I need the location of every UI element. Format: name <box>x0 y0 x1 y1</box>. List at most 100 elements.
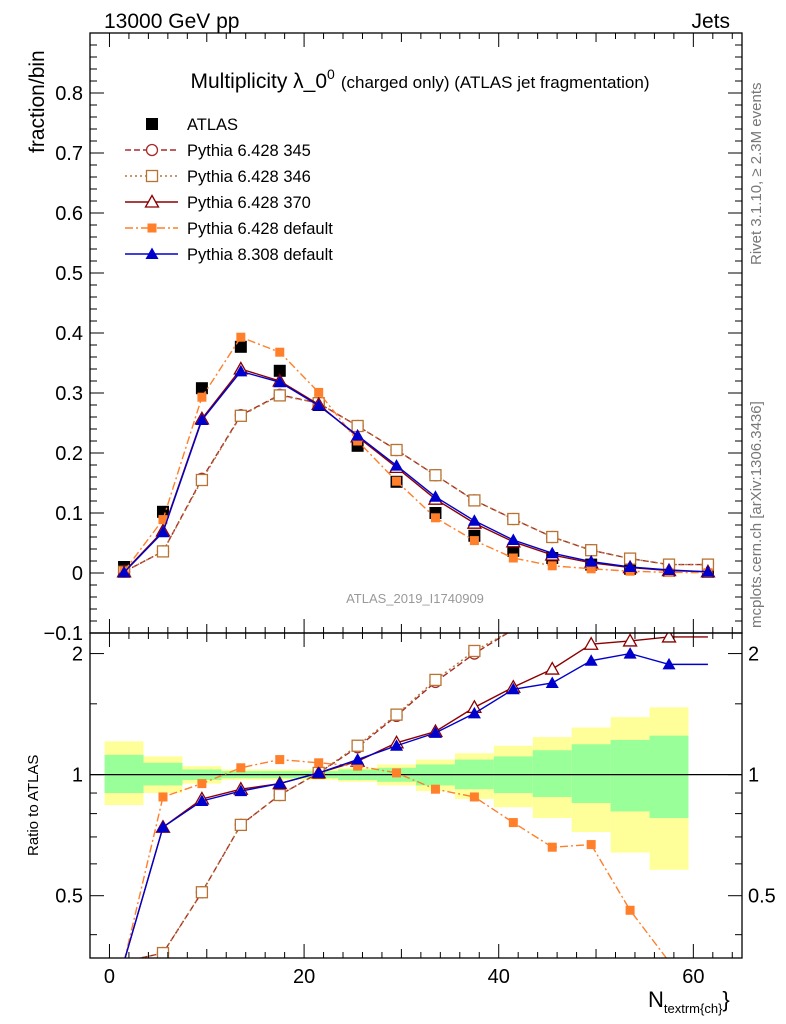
series-point <box>312 399 326 411</box>
data-point-atlas <box>195 382 208 395</box>
series-line <box>123 394 708 573</box>
y-tick-label: 0.2 <box>55 443 83 465</box>
chart-title-sup: 0 <box>327 66 335 82</box>
legend-label: ATLAS <box>187 116 238 134</box>
ratio-point <box>467 706 481 719</box>
ratio-series-group <box>124 633 708 958</box>
y-tick-label: 0.3 <box>55 383 83 405</box>
ratio-line <box>124 636 708 958</box>
ratio-y-tick-label-right: 1 <box>748 765 759 787</box>
y-tick-label: 0.8 <box>55 83 83 105</box>
legend-label: Pythia 6.428 default <box>187 220 333 238</box>
y-tick-label: 0.7 <box>55 143 83 165</box>
ratio-point <box>236 763 246 773</box>
chart-title-main: Multiplicity λ_0 <box>191 70 328 93</box>
ratio-plot-panel: 0 20 40 60 0.5 0.5 1 1 2 2 <box>55 632 776 988</box>
ratio-point <box>390 739 404 751</box>
x-axis-label-sub: textrm{ch} <box>664 1001 723 1016</box>
header-right: Jets <box>691 10 730 33</box>
legend-label: Pythia 8.308 default <box>187 246 333 264</box>
series-point <box>469 536 479 546</box>
ratio-point <box>544 661 560 675</box>
series-point <box>156 525 170 538</box>
series-point <box>508 553 518 563</box>
x-tick-label: 0 <box>104 966 115 988</box>
ratio-point <box>273 788 286 802</box>
series-point <box>546 530 559 544</box>
ratio-point <box>351 739 364 752</box>
ratio-point <box>390 708 403 721</box>
series-point <box>234 364 248 377</box>
series-point <box>197 392 207 402</box>
series-point <box>195 413 209 425</box>
ratio-line <box>137 633 510 958</box>
ratio-point <box>623 647 637 659</box>
y-tick-label: 0 <box>72 563 83 585</box>
chart-title: Multiplicity λ_00 (charged only) (ATLAS j… <box>191 66 650 93</box>
x-axis-label-tail: } <box>722 987 729 1012</box>
x-axis-label-main: N <box>648 987 664 1012</box>
side-label-top: Rivet 3.1.10, ≥ 2.3M events <box>748 83 765 266</box>
ratio-point <box>430 784 440 794</box>
ratio-point <box>586 840 596 850</box>
ratio-point <box>351 753 365 765</box>
ratio-point <box>234 784 248 797</box>
x-tick-label: 20 <box>293 966 315 988</box>
series-point <box>467 514 481 526</box>
header-left: 13000 GeV pp <box>104 10 239 33</box>
x-tick-label: 40 <box>488 966 510 988</box>
analysis-watermark: ATLAS_2019_I1740909 <box>346 591 484 606</box>
ratio-y-tick-label: 1 <box>72 765 83 787</box>
series-point <box>507 512 520 526</box>
y-tick-label: 0.5 <box>55 263 83 285</box>
ratio-point <box>625 905 635 915</box>
x-tick-label: 60 <box>682 966 704 988</box>
main-plot-panel: −0.1 0 0.1 0.2 0.3 0.4 0.5 0.6 0.7 0.8 <box>44 32 743 645</box>
series-line <box>123 370 708 573</box>
series-point <box>428 490 442 502</box>
y-tick-label: −0.1 <box>44 623 83 645</box>
x-axis-label: Ntextrm{ch}} <box>648 987 730 1016</box>
y-tick-label: 0.4 <box>55 323 83 345</box>
ratio-point <box>428 726 442 738</box>
series-point <box>314 387 324 397</box>
legend: ATLAS Pythia 6.428 345 Pythia 6.428 346 Pyt… <box>125 116 333 264</box>
ratio-point <box>622 633 638 647</box>
y-axis-label: fraction/bin <box>26 50 49 153</box>
legend-label: Pythia 6.428 345 <box>187 142 311 160</box>
series-point <box>545 546 559 559</box>
series-point <box>429 469 442 482</box>
legend-marker <box>146 118 158 130</box>
ratio-band-group <box>104 707 689 870</box>
legend-marker <box>147 223 157 233</box>
ratio-point <box>662 657 676 670</box>
series-point <box>506 533 520 545</box>
ratio-point <box>156 946 170 958</box>
series-point <box>584 555 598 567</box>
ratio-point <box>195 794 209 806</box>
ratio-point <box>469 792 479 802</box>
ratio-band-inner <box>571 744 611 804</box>
series-point <box>662 563 676 575</box>
main-series-group <box>116 332 716 578</box>
y-tick-label: 0.1 <box>55 503 83 525</box>
legend-label: Pythia 6.428 346 <box>187 168 311 186</box>
series-point <box>547 561 557 571</box>
legend-label: Pythia 6.428 370 <box>187 194 311 212</box>
ratio-band-inner <box>610 739 650 812</box>
series-point <box>234 409 247 422</box>
series-point <box>351 429 365 441</box>
data-point-atlas <box>234 340 247 353</box>
ratio-point <box>234 818 247 832</box>
series-point <box>275 347 285 357</box>
chart-title-rest: (charged only) (ATLAS jet fragmentation) <box>341 73 650 92</box>
series-point <box>117 565 131 578</box>
ratio-point <box>312 766 326 778</box>
ratio-point <box>508 818 518 828</box>
series-point <box>430 513 440 523</box>
legend-marker <box>145 169 159 183</box>
series-point <box>353 436 363 446</box>
ratio-point <box>506 682 520 695</box>
series-point <box>273 375 287 388</box>
